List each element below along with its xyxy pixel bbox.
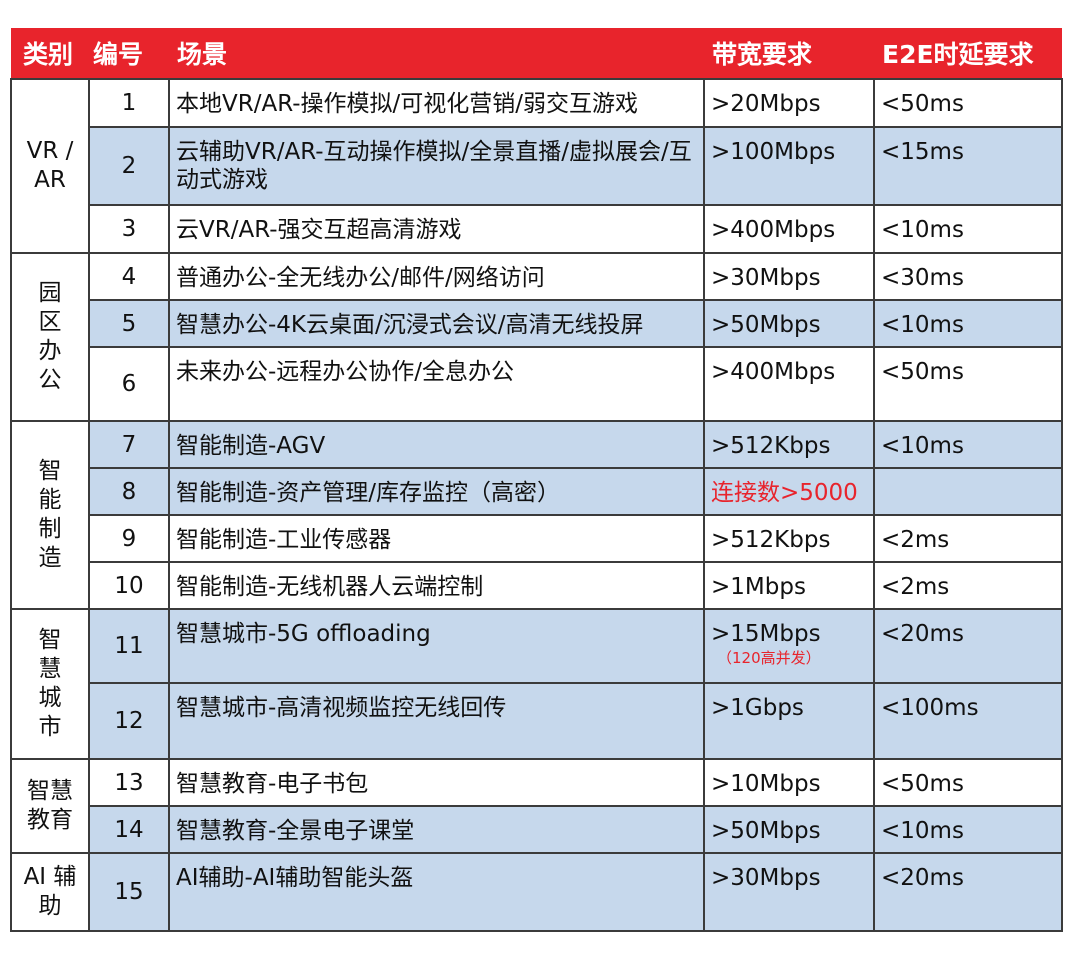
row-number: 13 [88, 758, 170, 807]
category-cell: AI 辅助 [10, 852, 90, 932]
bandwidth-note: （120高并发） [717, 649, 821, 667]
row-bandwidth: >20Mbps [703, 78, 875, 128]
category-cell: 园区办公 [10, 252, 90, 422]
row-latency: <10ms [873, 299, 1063, 348]
row-number: 9 [88, 514, 170, 563]
row-scenario: 云VR/AR-强交互超高清游戏 [168, 204, 705, 254]
row-scenario: 智慧办公-4K云桌面/沉浸式会议/高清无线投屏 [168, 299, 705, 348]
category-cell: 智慧城市 [10, 608, 90, 760]
row-bandwidth: >100Mbps [703, 126, 875, 206]
table-row: 5 智慧办公-4K云桌面/沉浸式会议/高清无线投屏 >50Mbps <10ms [11, 299, 1063, 348]
table-row: VR /AR 1 本地VR/AR-操作模拟/可视化营销/弱交互游戏 >20Mbp… [10, 78, 1063, 254]
row-bandwidth: >400Mbps [703, 346, 875, 422]
bandwidth-value: >15Mbps [711, 621, 821, 647]
header-scenario: 场景 [169, 28, 704, 79]
table-row: 6 未来办公-远程办公协作/全息办公 >400Mbps <50ms [11, 346, 1063, 422]
row-latency: <15ms [873, 126, 1063, 206]
row-number: 6 [88, 346, 170, 422]
category-cell: 智慧教育 [10, 758, 90, 854]
table-row: 智能制造 7 智能制造-AGV >512Kbps <10ms [10, 420, 1063, 610]
header-category: 类别 [11, 28, 89, 79]
row-latency: <2ms [873, 561, 1063, 610]
row-bandwidth-highlight: 连接数>5000 [703, 467, 875, 516]
row-number: 4 [88, 252, 170, 301]
row-latency: <20ms [873, 608, 1063, 684]
row-number: 8 [88, 467, 170, 516]
row-bandwidth: >30Mbps [703, 852, 875, 932]
row-scenario: 云辅助VR/AR-互动操作模拟/全景直播/虚拟展会/互动式游戏 [168, 126, 705, 206]
row-latency: <10ms [873, 204, 1063, 254]
row-bandwidth: >1Gbps [703, 682, 875, 760]
row-number: 10 [88, 561, 170, 610]
row-latency: <50ms [873, 78, 1063, 128]
header-number: 编号 [89, 28, 169, 79]
row-latency: <2ms [873, 514, 1063, 563]
table-row: 3 云VR/AR-强交互超高清游戏 >400Mbps <10ms [11, 204, 1063, 254]
category-cell: VR /AR [10, 78, 90, 254]
row-scenario: 本地VR/AR-操作模拟/可视化营销/弱交互游戏 [168, 78, 705, 128]
row-bandwidth: >30Mbps [703, 252, 875, 301]
row-number: 5 [88, 299, 170, 348]
row-latency: <30ms [873, 252, 1063, 301]
table-row: 智慧教育 13 智慧教育-电子书包 >10Mbps <50ms [10, 758, 1063, 854]
row-number: 14 [88, 805, 170, 854]
row-bandwidth: >50Mbps [703, 299, 875, 348]
table-row: AI 辅助 15 AI辅助-AI辅助智能头盔 >30Mbps <20ms [10, 852, 1063, 932]
row-scenario: 智慧城市-高清视频监控无线回传 [168, 682, 705, 760]
row-bandwidth: >15Mbps （120高并发） [703, 608, 875, 684]
row-latency: <50ms [873, 758, 1063, 807]
requirements-table: 类别 编号 场景 带宽要求 E2E时延要求 VR /AR 1 本地VR/AR-操… [10, 28, 1063, 932]
table-row: 园区办公 4 普通办公-全无线办公/邮件/网络访问 >30Mbps <30ms [10, 252, 1063, 422]
row-bandwidth: >512Kbps [703, 514, 875, 563]
row-latency [873, 467, 1063, 516]
row-scenario: 智慧城市-5G offloading [168, 608, 705, 684]
table-row: 12 智慧城市-高清视频监控无线回传 >1Gbps <100ms [11, 682, 1063, 760]
row-latency: <20ms [873, 852, 1063, 932]
row-number: 12 [88, 682, 170, 760]
row-number: 11 [88, 608, 170, 684]
row-latency: <10ms [873, 420, 1063, 469]
row-bandwidth: >50Mbps [703, 805, 875, 854]
table-row: 智慧城市 11 智慧城市-5G offloading >15Mbps （120高并… [10, 608, 1063, 760]
table-header-row: 类别 编号 场景 带宽要求 E2E时延要求 [11, 28, 1062, 79]
row-number: 7 [88, 420, 170, 469]
row-latency: <100ms [873, 682, 1063, 760]
row-scenario: 智能制造-资产管理/库存监控（高密） [168, 467, 705, 516]
row-scenario: 未来办公-远程办公协作/全息办公 [168, 346, 705, 422]
table-row: 2 云辅助VR/AR-互动操作模拟/全景直播/虚拟展会/互动式游戏 >100Mb… [11, 126, 1063, 206]
row-scenario: 智能制造-无线机器人云端控制 [168, 561, 705, 610]
row-latency: <10ms [873, 805, 1063, 854]
header-bandwidth: 带宽要求 [704, 28, 874, 79]
row-scenario: 普通办公-全无线办公/邮件/网络访问 [168, 252, 705, 301]
table-row: 8 智能制造-资产管理/库存监控（高密） 连接数>5000 [11, 467, 1063, 516]
table-row: 9 智能制造-工业传感器 >512Kbps <2ms [11, 514, 1063, 563]
row-number: 15 [88, 852, 170, 932]
row-scenario: AI辅助-AI辅助智能头盔 [168, 852, 705, 932]
row-scenario: 智慧教育-电子书包 [168, 758, 705, 807]
row-number: 3 [88, 204, 170, 254]
header-latency: E2E时延要求 [874, 28, 1062, 79]
row-bandwidth: >1Mbps [703, 561, 875, 610]
category-cell: 智能制造 [10, 420, 90, 610]
row-number: 2 [88, 126, 170, 206]
row-latency: <50ms [873, 346, 1063, 422]
row-scenario: 智慧教育-全景电子课堂 [168, 805, 705, 854]
row-bandwidth: >400Mbps [703, 204, 875, 254]
table-row: 10 智能制造-无线机器人云端控制 >1Mbps <2ms [11, 561, 1063, 610]
row-bandwidth: >10Mbps [703, 758, 875, 807]
row-bandwidth: >512Kbps [703, 420, 875, 469]
row-scenario: 智能制造-AGV [168, 420, 705, 469]
row-scenario: 智能制造-工业传感器 [168, 514, 705, 563]
row-number: 1 [88, 78, 170, 128]
table-row: 14 智慧教育-全景电子课堂 >50Mbps <10ms [11, 805, 1063, 854]
